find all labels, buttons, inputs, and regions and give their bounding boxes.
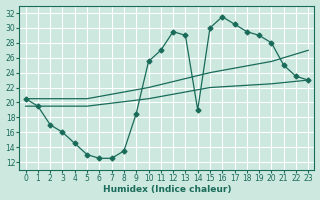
- X-axis label: Humidex (Indice chaleur): Humidex (Indice chaleur): [103, 185, 231, 194]
